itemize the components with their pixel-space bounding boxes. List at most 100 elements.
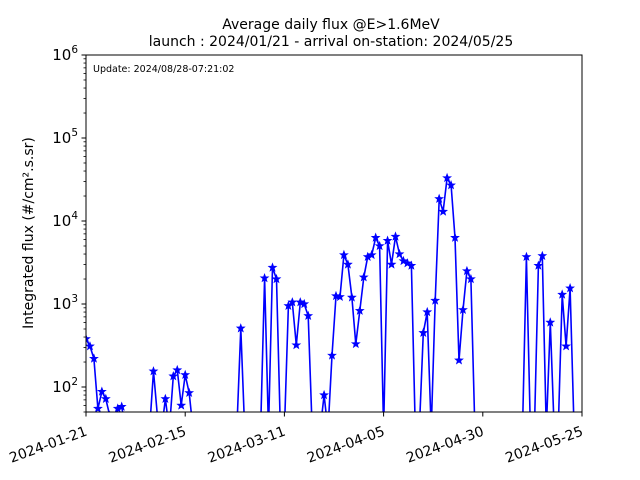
data-point-marker [530,426,538,434]
data-point-marker [542,426,550,434]
data-point-marker [398,255,409,266]
data-point-marker [537,250,548,261]
data-point-marker [100,393,111,404]
data-point-marker [319,389,329,400]
data-point-marker [342,259,353,269]
data-point-marker [418,327,429,337]
data-point-marker [233,426,241,434]
flux-series-line [86,177,575,412]
x-tick-label: 2024-04-05 [305,424,387,467]
data-point-marker [521,251,532,262]
y-tick-label: 106 [52,44,78,64]
data-point-marker [172,364,183,375]
data-point-marker [454,355,464,365]
data-point-marker [86,341,95,351]
data-point-marker [267,262,278,272]
data-point-marker [122,426,130,434]
data-point-marker [358,272,369,282]
data-point-marker [422,306,433,317]
x-axis: 2024-01-21 2024-02-15 2024-03-11 2024-04-05… [7,412,585,467]
data-point-marker [533,260,544,270]
data-point-marker [96,386,107,396]
data-point-marker [145,426,153,434]
update-annotation: Update: 2024/08/28-07:21:02 [93,64,234,75]
data-point-marker [299,298,310,309]
data-point-marker [346,292,357,302]
data-point-marker [465,273,476,284]
data-point-marker [160,393,171,404]
y-tick-label: 102 [52,376,78,396]
data-point-marker [324,426,332,434]
data-point-marker [406,260,417,270]
data-point-marker [390,231,401,241]
data-point-marker [316,426,324,434]
data-point-marker [335,291,345,302]
data-point-marker [394,248,405,259]
data-point-marker [184,387,195,398]
data-point-marker [327,350,337,360]
x-tick-label: 2024-01-21 [7,424,89,467]
plot-frame [85,54,583,413]
data-point-marker [109,410,111,412]
data-point-marker [176,400,187,410]
data-point-marker [189,426,197,434]
data-point-marker [450,232,460,242]
chart-title: Average daily flux @E>1.6MeV [222,17,440,33]
data-point-marker [350,338,361,349]
plot-background [86,55,582,412]
data-point-marker [366,249,377,260]
data-point-marker [303,310,314,321]
data-point-marker [518,426,526,434]
data-point-marker [148,366,159,376]
data-point-marker [295,297,306,307]
data-point-marker [402,258,413,268]
data-point-marker [430,295,441,305]
data-point-marker [374,240,385,251]
data-point-marker [259,272,270,283]
data-point-marker [291,339,302,350]
data-point-marker [86,333,91,344]
data-point-marker [427,426,435,434]
data-point-marker [156,410,158,412]
data-point-marker [287,297,298,307]
data-point-marker [180,369,191,380]
x-tick-label: 2024-02-15 [107,424,189,467]
data-point-marker [438,206,449,216]
y-axis: 102 103 104 105 106 [52,44,86,413]
data-point-marker [235,323,246,333]
data-point-marker [462,265,472,276]
data-point-marker [458,304,468,315]
data-point-marker [545,317,556,327]
data-point-marker [382,235,393,245]
data-point-marker [89,353,99,363]
x-tick-label: 2024-03-11 [206,424,288,467]
data-point-marker [116,401,127,411]
y-tick-label: 103 [52,293,78,313]
data-point-marker [415,426,423,434]
data-point-marker [526,426,534,434]
data-point-marker [561,341,572,351]
data-point-marker [168,371,179,381]
data-point-marker [241,426,249,434]
y-tick-label: 105 [52,127,78,147]
x-tick-label: 2024-05-25 [503,424,585,467]
data-point-marker [565,283,576,293]
data-point-marker [411,426,419,434]
x-tick-label: 2024-04-30 [404,424,486,467]
data-point-marker [386,259,397,269]
data-point-marker [308,426,316,434]
data-point-marker [110,426,118,434]
data-point-marker [92,403,103,412]
data-point-marker [354,305,365,315]
data-point-marker [442,172,452,183]
y-tick-label: 104 [52,210,78,230]
chart-subtitle: launch : 2024/01/21 - arrival on-station… [149,34,514,50]
y-axis-label: Integrated flux (#/cm².s.sr) [21,137,37,329]
flux-series-markers [86,172,576,434]
data-point-marker [370,232,381,242]
data-point-marker [271,273,282,284]
data-point-marker [557,289,568,299]
data-point-marker [339,249,349,260]
data-point-marker [434,193,445,204]
